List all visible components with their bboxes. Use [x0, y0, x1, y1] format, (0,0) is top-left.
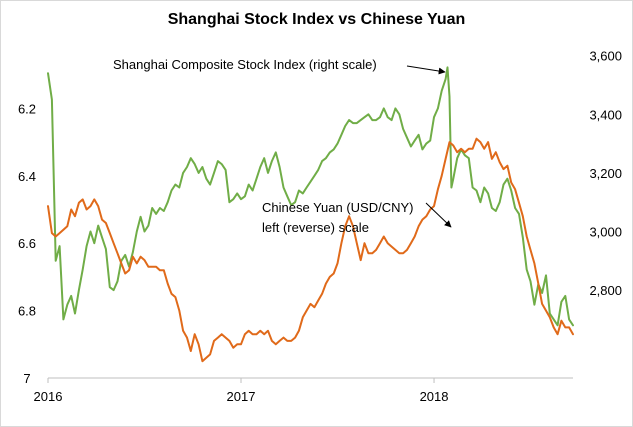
yuan-annotation-line: Chinese Yuan (USD/CNY) [262, 200, 414, 215]
chart-title: Shanghai Stock Index vs Chinese Yuan [167, 11, 466, 28]
y-right-tick-label: 3,400 [589, 107, 622, 122]
series-layer [47, 66, 574, 363]
y-left-tick-label: 7 [23, 371, 30, 386]
annotations: Shanghai Composite Stock Index (right sc… [113, 57, 452, 235]
y-left-ticks: 6.2 6.4 6.6 6.8 7 [18, 101, 36, 386]
x-ticks: 2016 2017 2018 [34, 378, 449, 404]
y-right-tick-label: 3,200 [589, 166, 622, 181]
shanghai-annotation-arrow [406, 65, 446, 75]
x-tick-label: 2017 [227, 389, 256, 404]
yuan-annotation-line: left (reverse) scale [262, 220, 369, 235]
y-left-tick-label: 6.2 [18, 101, 36, 116]
yuan-annotation-arrow [425, 202, 452, 228]
y-left-tick-label: 6.4 [18, 169, 36, 184]
y-right-tick-label: 3,600 [589, 49, 622, 64]
x-tick-label: 2016 [34, 389, 63, 404]
y-left-tick-label: 6.8 [18, 304, 36, 319]
y-right-tick-label: 3,000 [589, 224, 622, 239]
y-right-tick-label: 2,800 [589, 283, 622, 298]
shanghai-annotation: Shanghai Composite Stock Index (right sc… [113, 57, 377, 72]
y-right-ticks: 2,800 3,000 3,200 3,400 3,600 [589, 49, 622, 298]
x-tick-label: 2018 [420, 389, 449, 404]
yuan-line [47, 137, 574, 363]
shanghai-index-line [47, 66, 574, 327]
y-left-tick-label: 6.6 [18, 236, 36, 251]
